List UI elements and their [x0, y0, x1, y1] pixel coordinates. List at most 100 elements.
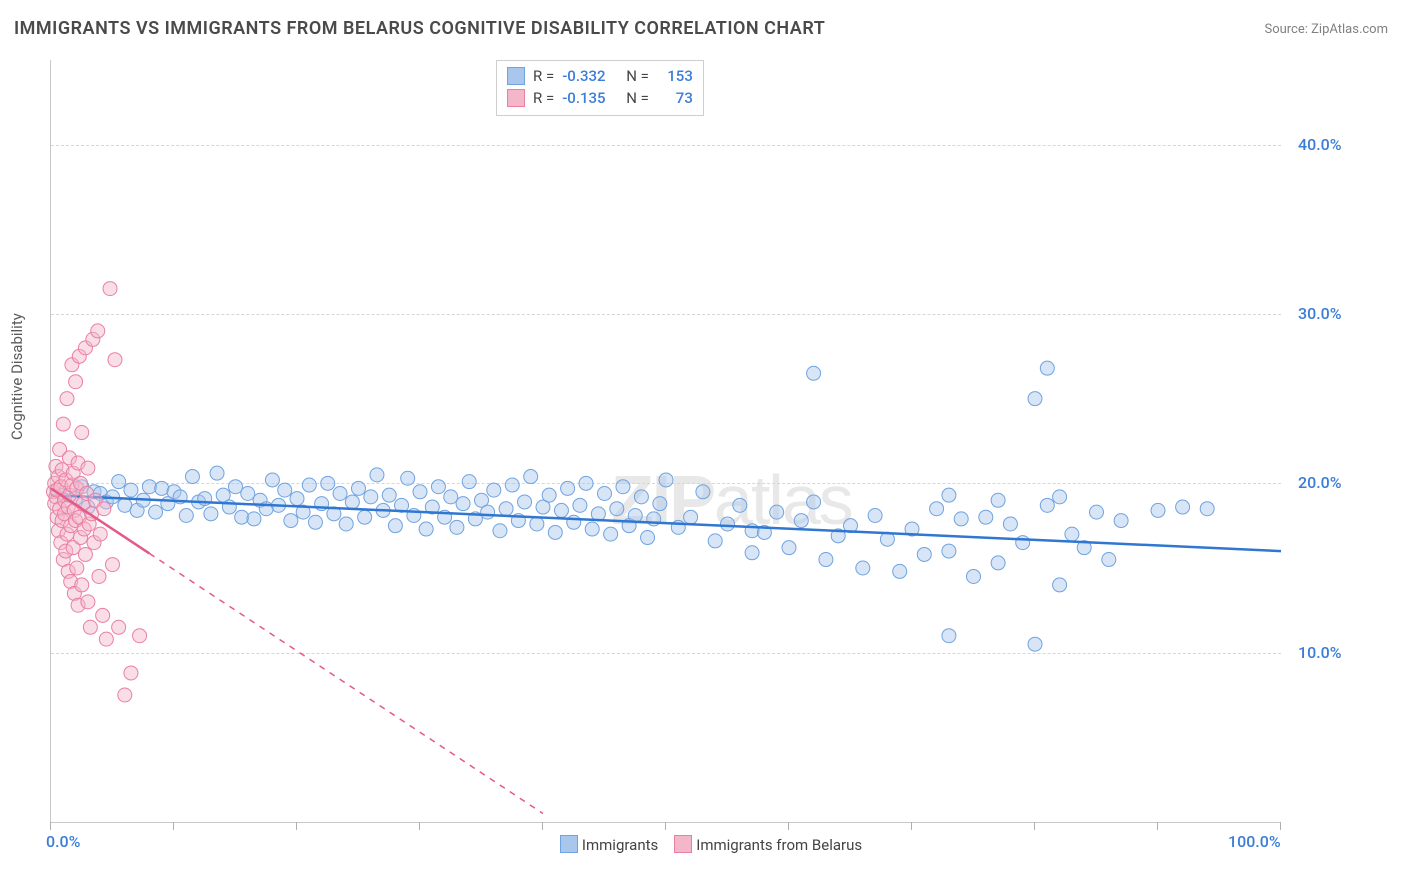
data-point [1065, 527, 1079, 541]
data-point [770, 505, 784, 519]
y-axis-label: Cognitive Disability [8, 313, 26, 440]
y-tick-label: 30.0% [1298, 304, 1342, 323]
data-point [708, 534, 722, 548]
data-point [112, 475, 126, 489]
data-point [142, 480, 156, 494]
data-point [942, 629, 956, 643]
plot-area: ZIPatlas [50, 60, 1281, 823]
data-point [819, 553, 833, 567]
data-point [505, 478, 519, 492]
data-point [1040, 361, 1054, 375]
correlation-legend: R =-0.332N =153R =-0.135N =73 [496, 60, 704, 116]
data-point [78, 547, 92, 561]
data-point [358, 510, 372, 524]
data-point [124, 666, 138, 680]
data-point [487, 483, 501, 497]
legend-n-value: 153 [657, 65, 693, 87]
legend-r-label: R = [533, 87, 554, 109]
x-tick-mark [419, 822, 420, 830]
data-point [450, 520, 464, 534]
data-point [352, 481, 366, 495]
legend-row: R =-0.332N =153 [507, 65, 693, 87]
x-tick-mark [1034, 822, 1035, 830]
data-point [548, 525, 562, 539]
data-point [382, 488, 396, 502]
data-point [247, 512, 261, 526]
scatter-svg [51, 60, 1281, 822]
data-point [235, 510, 249, 524]
trend-line-extrapolated [149, 553, 543, 813]
data-point [1151, 503, 1165, 517]
data-point [108, 353, 122, 367]
chart-container: IMMIGRANTS VS IMMIGRANTS FROM BELARUS CO… [0, 0, 1406, 892]
data-point [1102, 553, 1116, 567]
data-point [499, 502, 513, 516]
data-point [124, 483, 138, 497]
data-point [302, 478, 316, 492]
x-tick-mark [173, 822, 174, 830]
data-point [210, 466, 224, 480]
data-point [518, 495, 532, 509]
data-point [524, 470, 538, 484]
data-point [96, 608, 110, 622]
legend-r-value: -0.135 [562, 87, 618, 109]
data-point [530, 517, 544, 531]
data-point [807, 366, 821, 380]
x-tick-mark [542, 822, 543, 830]
data-point [284, 514, 298, 528]
data-point [333, 486, 347, 500]
data-point [92, 569, 106, 583]
data-point [1176, 500, 1190, 514]
data-point [345, 495, 359, 509]
data-point [413, 485, 427, 499]
data-point [1053, 578, 1067, 592]
data-point [542, 488, 556, 502]
source-attribution: Source: ZipAtlas.com [1264, 22, 1388, 37]
data-point [1114, 514, 1128, 528]
data-point [462, 475, 476, 489]
data-point [721, 517, 735, 531]
data-point [967, 569, 981, 583]
x-tick-mark [1157, 822, 1158, 830]
data-point [1016, 536, 1030, 550]
data-point [1053, 490, 1067, 504]
data-point [93, 527, 107, 541]
data-point [1028, 637, 1042, 651]
data-point [75, 426, 89, 440]
data-point [204, 507, 218, 521]
data-point [83, 620, 97, 634]
data-point [991, 556, 1005, 570]
x-tick-mark [788, 822, 789, 830]
data-point [419, 522, 433, 536]
data-point [942, 544, 956, 558]
data-point [807, 495, 821, 509]
data-point [598, 486, 612, 500]
data-point [684, 510, 698, 524]
data-point [290, 492, 304, 506]
data-point [431, 480, 445, 494]
data-point [745, 546, 759, 560]
data-point [930, 502, 944, 516]
data-point [81, 595, 95, 609]
data-point [1003, 517, 1017, 531]
x-tick-mark [911, 822, 912, 830]
data-point [185, 470, 199, 484]
legend-n-label: N = [626, 65, 649, 87]
data-point [370, 468, 384, 482]
data-point [229, 480, 243, 494]
data-point [493, 524, 507, 538]
data-point [444, 490, 458, 504]
data-point [794, 514, 808, 528]
data-point [616, 480, 630, 494]
data-point [573, 498, 587, 512]
data-point [388, 519, 402, 533]
data-point [868, 509, 882, 523]
data-point [118, 688, 132, 702]
data-point [103, 282, 117, 296]
legend-swatch [560, 835, 578, 853]
legend-r-value: -0.332 [562, 65, 618, 87]
legend-n-value: 73 [657, 87, 693, 109]
y-tick-label: 40.0% [1298, 135, 1342, 154]
data-point [561, 481, 575, 495]
data-point [179, 509, 193, 523]
